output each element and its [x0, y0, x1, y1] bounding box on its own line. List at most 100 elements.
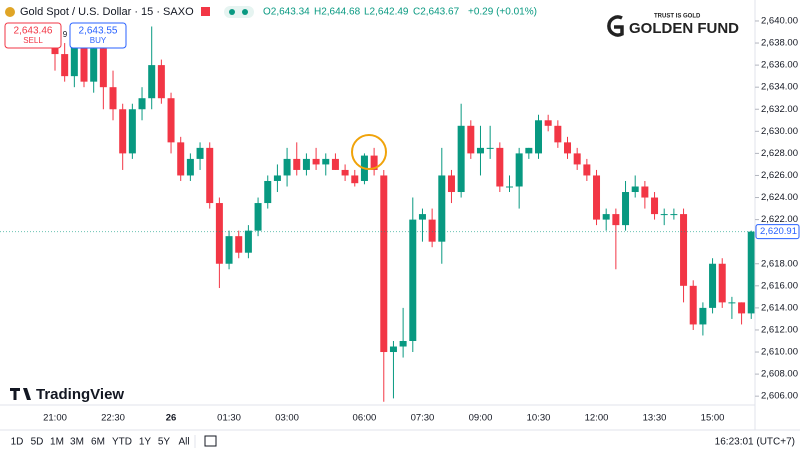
candle-body	[351, 175, 359, 184]
candle-body	[196, 147, 204, 159]
range-button[interactable]: 1M	[50, 437, 64, 448]
y-tick-label: 2,632.00	[761, 104, 798, 115]
watermark-icon	[10, 388, 31, 400]
x-tick-label: 01:30	[217, 413, 241, 424]
y-tick-label: 2,636.00	[761, 60, 798, 71]
sell-price: 2,643.46	[14, 26, 53, 37]
candle-body	[641, 186, 649, 198]
candle-body	[109, 87, 117, 110]
candle-body	[273, 175, 281, 181]
y-tick-label: 2,626.00	[761, 170, 798, 181]
flag-icon	[201, 7, 210, 16]
range-button[interactable]: All	[178, 437, 189, 448]
clock: 16:23:01 (UTC+7)	[715, 437, 795, 448]
range-button[interactable]: 5D	[31, 437, 44, 448]
candle-body	[331, 158, 339, 170]
plot-area	[0, 26, 755, 402]
y-tick-label: 2,622.00	[761, 214, 798, 225]
last-price-label: 2,620.91	[760, 226, 797, 237]
y-tick-label: 2,606.00	[761, 391, 798, 402]
range-button[interactable]: 6M	[91, 437, 105, 448]
x-tick-label: 09:00	[469, 413, 493, 424]
highlight-circle	[351, 134, 387, 170]
y-tick-label: 2,640.00	[761, 15, 798, 26]
range-button[interactable]: 1Y	[139, 437, 152, 448]
candle-body	[341, 169, 349, 176]
range-button[interactable]: 3M	[70, 437, 84, 448]
candle-body	[254, 203, 262, 231]
candle-body	[90, 48, 98, 82]
candle-body	[564, 142, 572, 154]
header-bg	[0, 0, 520, 22]
buy-label: BUY	[90, 36, 107, 45]
candle-body	[593, 175, 601, 220]
x-tick-label: 06:00	[353, 413, 377, 424]
y-tick-label: 2,614.00	[761, 302, 798, 313]
candle-body	[370, 155, 378, 170]
candle-body	[312, 158, 320, 165]
status-toggle[interactable]	[224, 6, 254, 18]
symbol-icon	[5, 7, 15, 17]
candle-body	[428, 219, 436, 242]
candle-body	[138, 98, 146, 110]
symbol-title: Gold Spot / U.S. Dollar · 15 · SAXO	[20, 6, 194, 18]
last-price-box	[755, 224, 800, 240]
candle-body	[622, 192, 630, 226]
candle-body	[235, 236, 243, 253]
x-tick-label: 07:30	[411, 413, 435, 424]
candle-body	[747, 231, 755, 314]
candle-body	[99, 48, 107, 88]
spread: 9	[63, 30, 68, 39]
y-tick-label: 2,618.00	[761, 258, 798, 269]
candle-body	[612, 214, 620, 226]
x-tick-label: 15:00	[701, 413, 725, 424]
candle-body	[399, 340, 407, 347]
candle-body	[467, 125, 475, 154]
candle-body	[447, 175, 455, 193]
range-button[interactable]: 1D	[11, 437, 24, 448]
range-button[interactable]: 5Y	[158, 437, 171, 448]
candle-body	[206, 147, 214, 204]
candle-body	[660, 214, 668, 216]
candle-body	[148, 65, 156, 99]
y-tick-label: 2,610.00	[761, 347, 798, 358]
candle-body	[418, 214, 426, 220]
candle-body	[718, 263, 726, 303]
candle-body	[51, 43, 59, 55]
candle-body	[389, 346, 397, 353]
status-dot	[242, 9, 248, 15]
x-tick-label: 03:00	[275, 413, 299, 424]
range-button[interactable]: YTD	[112, 437, 132, 448]
y-tick-label: 2,612.00	[761, 324, 798, 335]
y-tick-label: 2,628.00	[761, 148, 798, 159]
candle-body	[709, 263, 717, 308]
candle-body	[738, 302, 746, 314]
candle-body	[670, 214, 678, 216]
x-tick-label: 12:00	[585, 413, 609, 424]
candle-body	[438, 175, 446, 242]
sell-button[interactable]	[4, 22, 62, 49]
candle-body	[525, 147, 533, 154]
candle-body	[476, 147, 484, 154]
candle-body	[264, 180, 272, 204]
candle-body	[322, 158, 330, 165]
buy-button[interactable]	[69, 22, 127, 49]
candle-body	[515, 153, 523, 187]
x-tick-label: 13:30	[643, 413, 667, 424]
candle-body	[651, 197, 659, 215]
candle-body	[573, 153, 581, 165]
candle-body	[128, 109, 136, 154]
x-tick-label: 26	[166, 413, 177, 424]
calendar-icon[interactable]	[204, 435, 217, 447]
buy-price: 2,643.55	[79, 26, 118, 37]
candle-body	[186, 158, 194, 176]
y-tick-label: 2,630.00	[761, 126, 798, 137]
ohlc-high: H2,644.68	[314, 7, 361, 18]
y-tick-label: 2,638.00	[761, 38, 798, 49]
logo-tagline: TRUST IS GOLD	[654, 14, 701, 20]
x-tick-label: 21:00	[43, 413, 67, 424]
y-tick-label: 2,634.00	[761, 82, 798, 93]
y-tick-label: 2,608.00	[761, 369, 798, 380]
